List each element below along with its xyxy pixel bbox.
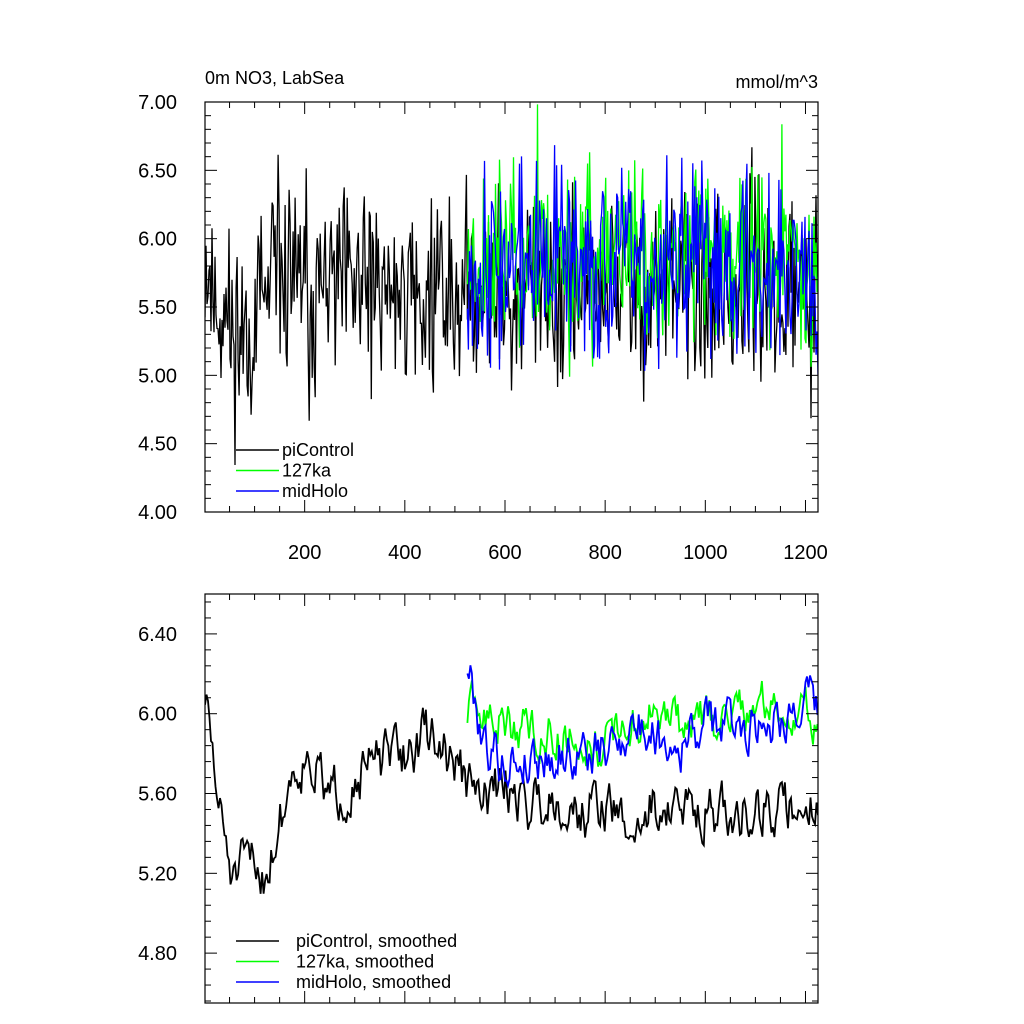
plot-frame	[204, 593, 819, 1004]
series-line-midholo-smoothed	[466, 665, 818, 789]
legend-label: piControl, smoothed	[296, 931, 457, 951]
legend-label: midHolo	[282, 481, 348, 501]
y-tick-label: 6.40	[138, 624, 177, 646]
y-tick-label: 4.80	[138, 943, 177, 965]
series-line-midholo	[466, 145, 818, 376]
y-tick-label: 5.50	[138, 297, 177, 319]
legend-label: midHolo, smoothed	[296, 972, 451, 992]
y-tick-label: 4.50	[138, 434, 177, 456]
y-tick-label: 6.00	[138, 229, 177, 251]
chart-title: 0m NO3, LabSea	[205, 68, 345, 88]
series-line-127ka	[466, 104, 818, 377]
y-tick-label: 6.00	[138, 704, 177, 726]
series-line-picontrol-smoothed	[205, 694, 818, 894]
units-label: mmol/m^3	[736, 72, 818, 92]
top-panel: 0m NO3, LabSea mmol/m^3 4.00 4.50 5.00 5.50…	[138, 68, 828, 564]
y-tick-label: 4.00	[138, 502, 177, 524]
legend-label: piControl	[282, 440, 354, 460]
x-tick-label: 1000	[683, 542, 728, 564]
bottom-panel: 4.80 5.20 5.60 6.00 6.40 piControl, smoothed…	[138, 593, 819, 1004]
y-tick-label: 5.60	[138, 784, 177, 806]
x-tick-label: 600	[488, 542, 521, 564]
series-line-picontrol	[205, 147, 818, 466]
legend-label: 127ka	[282, 461, 332, 481]
y-tick-label: 7.00	[138, 92, 177, 114]
x-tick-label: 200	[288, 542, 321, 564]
x-tick-label: 1200	[783, 542, 828, 564]
x-tick-label: 800	[588, 542, 621, 564]
legend-label: 127ka, smoothed	[296, 952, 434, 972]
y-tick-label: 5.20	[138, 863, 177, 885]
y-tick-label: 5.00	[138, 365, 177, 387]
x-tick-label: 400	[388, 542, 421, 564]
y-tick-label: 6.50	[138, 160, 177, 182]
